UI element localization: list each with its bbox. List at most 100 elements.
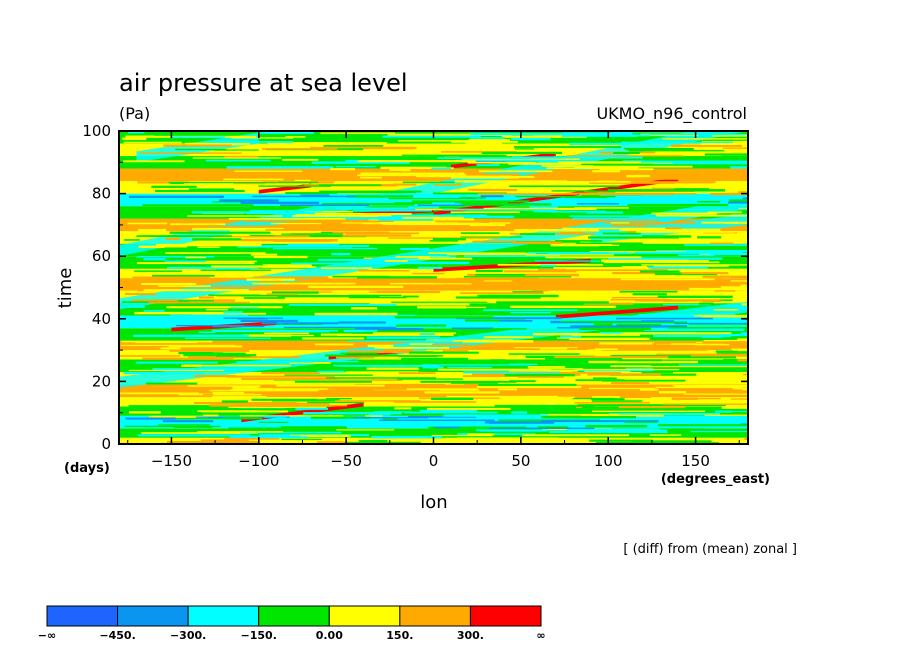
- x-axis: −150 −100 −50 0 50 100 150: [127, 131, 740, 470]
- field-streak: [690, 430, 748, 433]
- field-streak: [394, 316, 494, 319]
- field-streak: [352, 209, 432, 212]
- field-streak: [469, 137, 506, 139]
- field-streak: [240, 201, 320, 204]
- field-streak: [284, 374, 373, 376]
- field-streak: [637, 260, 709, 262]
- field-streak: [359, 261, 470, 265]
- field-streak: [326, 397, 352, 400]
- chart-units: (Pa): [119, 104, 150, 123]
- field-streak: [337, 176, 452, 179]
- field-streak: [465, 141, 503, 144]
- x-tick-label: 50: [511, 452, 530, 470]
- field-streak: [212, 391, 244, 394]
- field-streak: [143, 258, 166, 261]
- field-streak: [631, 440, 712, 443]
- field-streak: [678, 254, 715, 257]
- field-streak: [264, 415, 287, 418]
- field-streak: [345, 441, 421, 444]
- field-streak: [641, 177, 748, 180]
- field-streak: [285, 136, 306, 138]
- field-streak: [158, 285, 211, 287]
- field-streak: [567, 219, 659, 222]
- field-streak: [200, 439, 249, 442]
- field-streak: [576, 242, 643, 245]
- field-streak: [170, 223, 226, 226]
- field-streak: [441, 209, 557, 211]
- field-streak: [143, 289, 249, 292]
- field-streak: [541, 165, 594, 168]
- field-streak: [428, 426, 527, 429]
- field-streak: [134, 270, 183, 272]
- field-streak: [468, 188, 492, 191]
- field-streak: [213, 149, 259, 151]
- field-streak: [628, 150, 725, 152]
- field-streak: [574, 207, 629, 209]
- field-streak: [325, 377, 436, 379]
- field-streak: [428, 252, 526, 254]
- field-streak: [432, 343, 470, 346]
- field-streak: [134, 311, 224, 315]
- field-streak: [127, 305, 145, 308]
- field-streak: [622, 160, 644, 162]
- field-streak: [412, 272, 445, 275]
- field-streak: [447, 366, 492, 369]
- field-streak: [519, 233, 555, 236]
- field-streak: [394, 407, 412, 410]
- field-streak: [332, 275, 389, 278]
- field-streak: [192, 157, 282, 159]
- field-streak: [156, 243, 262, 247]
- field-streak: [456, 437, 558, 439]
- field-streak: [133, 334, 249, 337]
- field-streak: [504, 270, 577, 273]
- field-streak: [459, 197, 486, 199]
- field-streak: [532, 332, 608, 336]
- field-streak: [217, 352, 246, 355]
- field-streak: [621, 266, 648, 268]
- field-streak: [124, 425, 221, 428]
- field-streak: [138, 434, 251, 437]
- field-streak: [246, 212, 316, 215]
- field-streak: [210, 141, 294, 143]
- field-streak: [212, 201, 246, 203]
- field-streak: [295, 212, 412, 215]
- field-streak: [389, 282, 472, 285]
- field-streak: [665, 227, 682, 230]
- x-tick-label: −50: [330, 452, 362, 470]
- field-streak: [215, 267, 251, 270]
- field-streak: [376, 291, 441, 294]
- field-streak: [463, 275, 572, 278]
- field-streak: [746, 284, 748, 287]
- field-streak: [714, 290, 736, 292]
- field-streak: [224, 417, 259, 420]
- field-streak: [384, 284, 451, 288]
- field-streak: [451, 327, 494, 330]
- field-streak: [420, 380, 517, 383]
- field-streak: [701, 315, 748, 318]
- field-streak: [455, 296, 541, 299]
- field-streak: [191, 211, 286, 214]
- field-streak: [178, 300, 214, 302]
- field-streak: [515, 195, 616, 198]
- field-streak: [165, 237, 181, 240]
- field-streak: [668, 326, 748, 330]
- colorbar-label: −450.: [99, 629, 135, 642]
- field-streak: [460, 236, 523, 238]
- field-streak: [240, 319, 298, 322]
- field-streak: [636, 170, 692, 173]
- field-streak: [162, 420, 214, 423]
- field-streak: [746, 253, 748, 255]
- field-streak: [528, 368, 583, 370]
- field-streak: [208, 294, 261, 296]
- field-streak: [400, 247, 430, 251]
- field-streak: [641, 264, 748, 266]
- field-streak: [339, 226, 446, 228]
- field-streak: [290, 231, 390, 234]
- field-streak: [294, 380, 373, 383]
- field-streak: [516, 287, 547, 289]
- field-streak: [545, 256, 642, 259]
- field-streak: [561, 134, 638, 137]
- field-streak: [554, 356, 669, 359]
- field-streak: [408, 351, 479, 354]
- field-streak: [311, 416, 371, 419]
